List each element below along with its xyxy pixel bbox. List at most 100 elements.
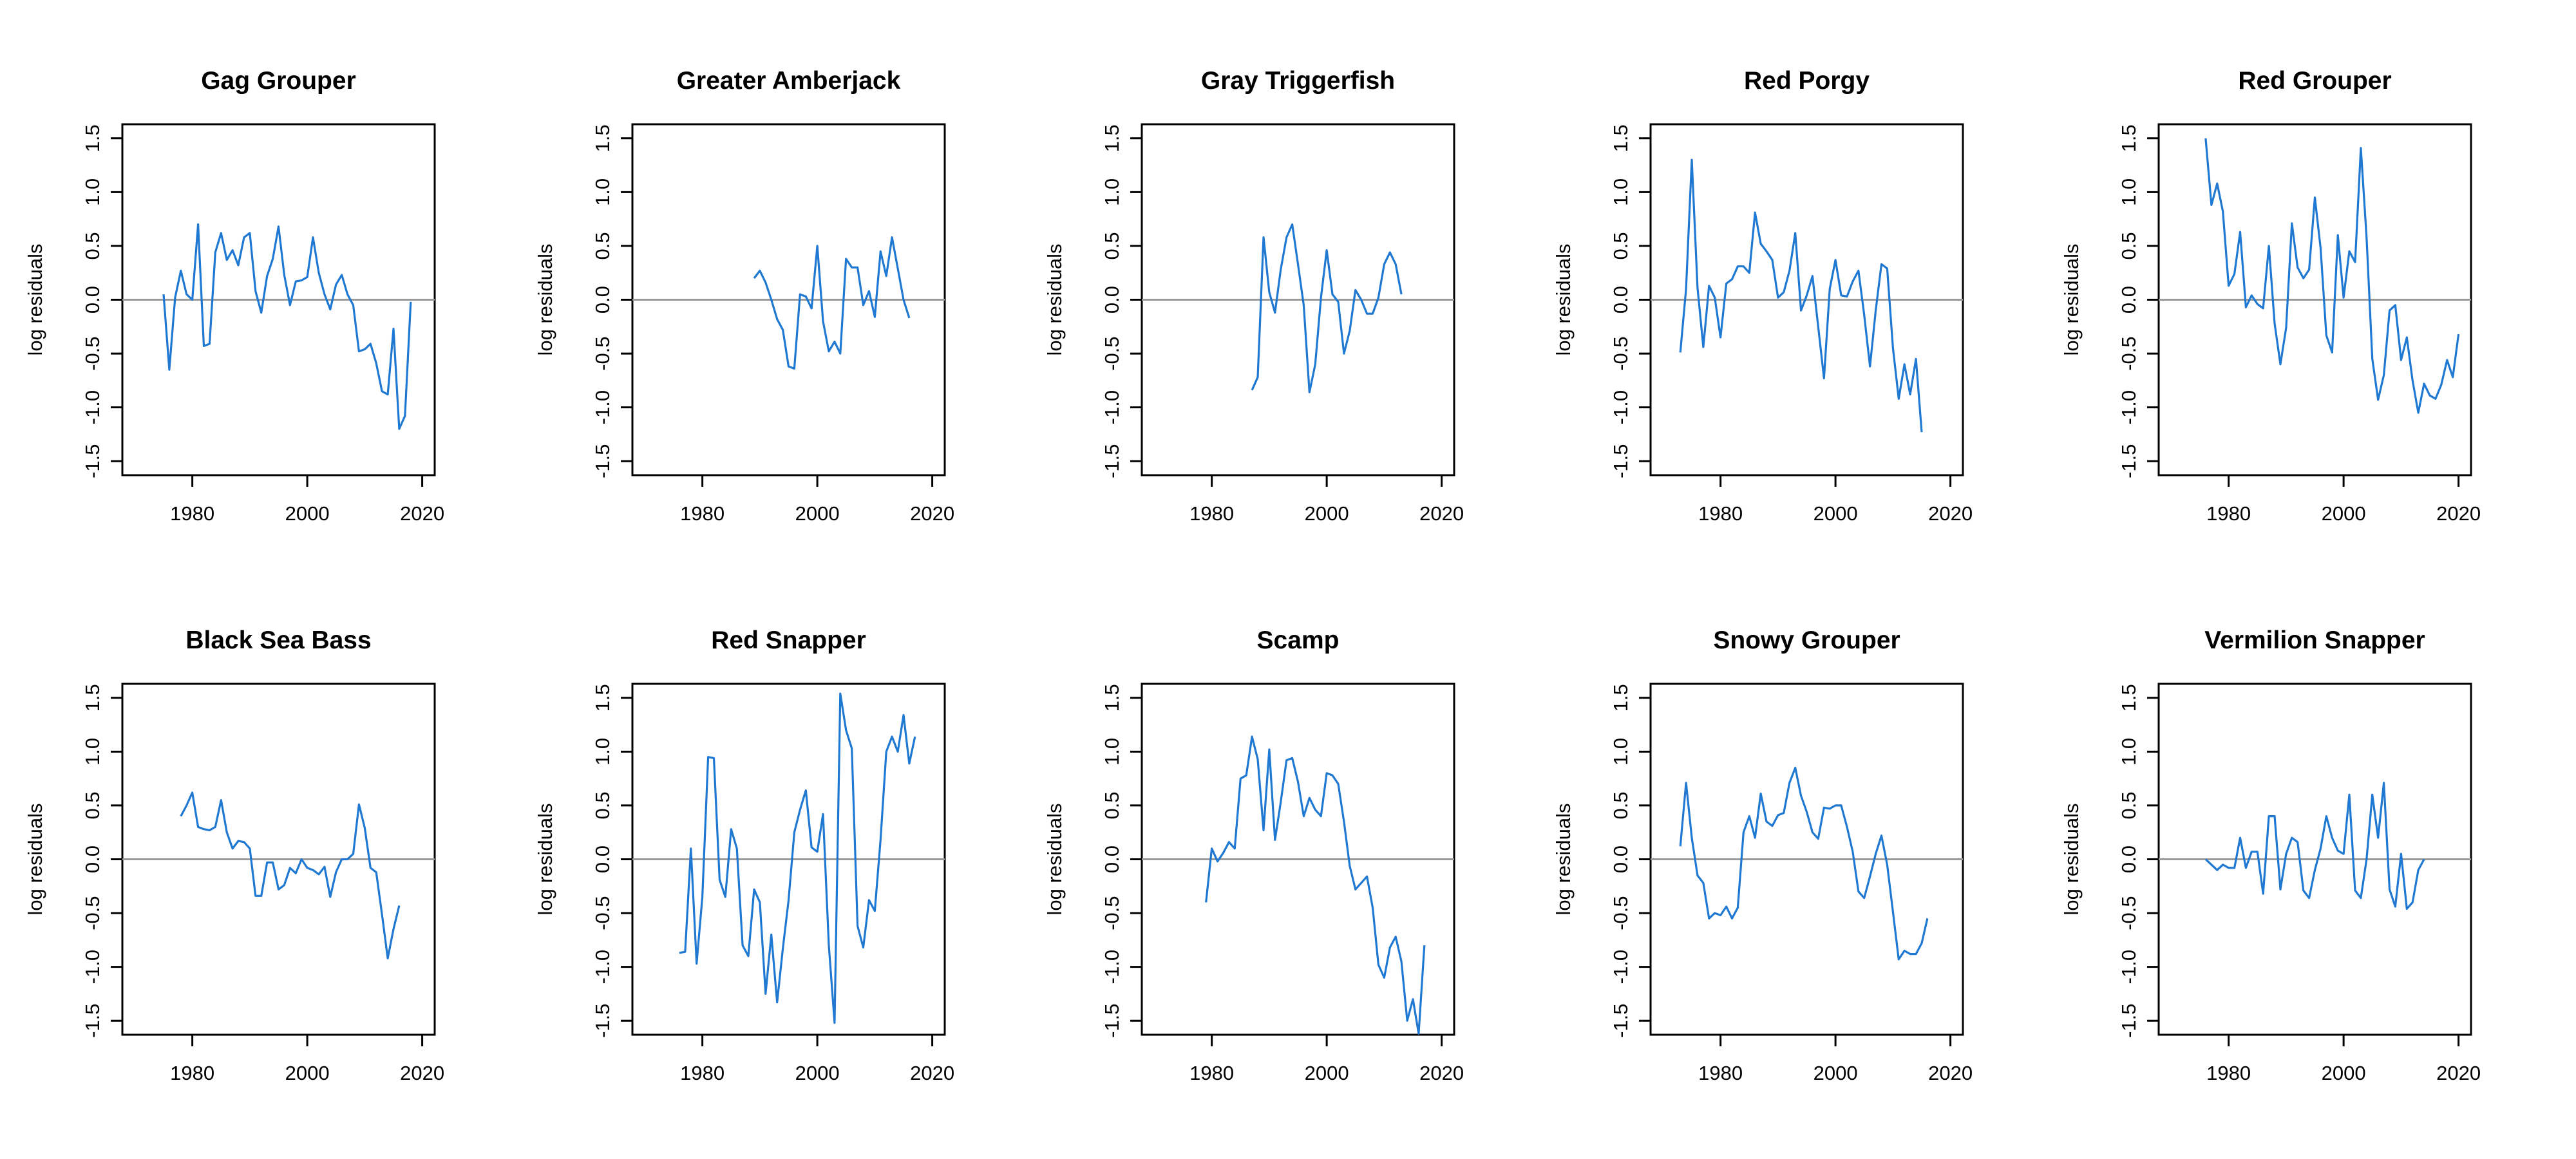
- y-axis-label: log residuals: [24, 803, 46, 915]
- y-axis-label: log residuals: [2060, 243, 2083, 355]
- x-tick-label: 1980: [170, 502, 214, 525]
- y-tick-label: 1.0: [1101, 738, 1123, 766]
- x-tick-label: 2020: [2436, 1062, 2481, 1084]
- y-tick-label: 1.5: [1609, 124, 1632, 152]
- panel-title: Black Sea Bass: [185, 627, 371, 654]
- panel-title: Red Grouper: [2238, 67, 2391, 95]
- x-tick-label: 2020: [400, 1062, 444, 1084]
- y-tick-label: 0.5: [2117, 232, 2140, 259]
- y-tick-label: 1.5: [1101, 684, 1123, 711]
- series-line: [1679, 158, 1923, 433]
- y-tick-label: 0.0: [1609, 286, 1632, 314]
- y-tick-label: 0.0: [81, 286, 104, 314]
- series-line: [2204, 138, 2460, 414]
- y-tick-label: -1.0: [591, 950, 614, 984]
- y-tick-label: 1.0: [2117, 738, 2140, 766]
- x-tick-label: 2020: [1928, 502, 1973, 525]
- y-axis-label: log residuals: [534, 243, 556, 355]
- x-tick-label: 2000: [285, 502, 330, 525]
- y-tick-label: 1.5: [2117, 124, 2140, 152]
- y-tick-label: -1.5: [1101, 1003, 1123, 1037]
- y-tick-label: 1.5: [81, 684, 104, 711]
- y-tick-label: 1.0: [2117, 178, 2140, 206]
- chart-panel: Red Grouper 1980 2000 2020 -1.5 -1.0 -0.5 0.0 0.…: [2060, 67, 2481, 525]
- y-tick-label: -1.5: [1609, 1003, 1632, 1037]
- x-tick-label: 1980: [680, 502, 724, 525]
- y-tick-label: 1.5: [2117, 684, 2140, 711]
- x-tick-label: 2000: [1814, 1062, 1858, 1084]
- panel-title: Vermilion Snapper: [2204, 627, 2425, 654]
- x-tick-label: 1980: [1189, 1062, 1234, 1084]
- y-tick-label: 0.0: [1101, 286, 1123, 314]
- chart-panel: Red Snapper 1980 2000 2020 -1.5 -1.0 -0.5 0.0 0.…: [534, 627, 954, 1084]
- y-tick-label: -0.5: [1609, 336, 1632, 370]
- panel-title: Snowy Grouper: [1713, 627, 1900, 654]
- y-axis-label: log residuals: [534, 803, 556, 915]
- x-tick-label: 2020: [910, 502, 954, 525]
- y-tick-label: 0.0: [81, 845, 104, 873]
- y-tick-label: -1.5: [81, 1003, 104, 1037]
- series-line: [162, 223, 412, 430]
- y-tick-label: -1.0: [1101, 950, 1123, 984]
- y-tick-label: -0.5: [1609, 896, 1632, 930]
- y-axis-label: log residuals: [1552, 803, 1575, 915]
- panel-title: Gag Grouper: [201, 67, 356, 95]
- y-tick-label: 0.0: [1101, 845, 1123, 873]
- y-tick-label: -1.5: [591, 1003, 614, 1037]
- y-tick-label: -0.5: [591, 336, 614, 370]
- y-tick-label: 0.5: [1609, 791, 1632, 819]
- y-tick-label: 1.0: [1101, 178, 1123, 206]
- y-tick-label: 0.5: [81, 791, 104, 819]
- x-tick-label: 2000: [1305, 1062, 1349, 1084]
- y-tick-label: -0.5: [1101, 896, 1123, 930]
- y-tick-label: 0.5: [1101, 791, 1123, 819]
- panel-title: Red Porgy: [1744, 67, 1870, 95]
- y-axis-label: log residuals: [1552, 243, 1575, 355]
- y-tick-label: -1.0: [2117, 950, 2140, 984]
- y-axis-label: log residuals: [1043, 803, 1066, 915]
- x-tick-label: 1980: [680, 1062, 724, 1084]
- x-tick-label: 2020: [2436, 502, 2481, 525]
- x-tick-label: 2000: [1814, 502, 1858, 525]
- y-tick-label: 0.5: [81, 232, 104, 259]
- y-tick-label: 0.5: [591, 791, 614, 819]
- y-tick-label: 1.0: [1609, 178, 1632, 206]
- y-tick-label: -0.5: [81, 336, 104, 370]
- series-line: [753, 236, 911, 370]
- y-tick-label: -1.0: [1609, 390, 1632, 424]
- y-tick-label: 1.0: [1609, 738, 1632, 766]
- x-tick-label: 1980: [1698, 1062, 1743, 1084]
- y-tick-label: -1.5: [591, 444, 614, 478]
- chart-panel: Black Sea Bass 1980 2000 2020 -1.5 -1.0 -0.5 0.…: [24, 627, 444, 1084]
- x-tick-label: 1980: [170, 1062, 214, 1084]
- y-tick-label: -0.5: [81, 896, 104, 930]
- y-tick-label: -1.5: [2117, 1003, 2140, 1037]
- y-tick-label: -0.5: [591, 896, 614, 930]
- series-line: [2204, 782, 2425, 910]
- y-tick-label: -1.5: [2117, 444, 2140, 478]
- x-tick-label: 1980: [1189, 502, 1234, 525]
- y-tick-label: 1.5: [591, 684, 614, 711]
- y-axis-label: log residuals: [24, 243, 46, 355]
- chart-panel: Gag Grouper 1980 2000 2020 -1.5 -1.0 -0.5 0.0 0.…: [24, 67, 444, 525]
- y-tick-label: -1.5: [81, 444, 104, 478]
- y-axis-label: log residuals: [2060, 803, 2083, 915]
- y-tick-label: 0.0: [2117, 286, 2140, 314]
- series-line: [1679, 766, 1929, 961]
- y-tick-label: 0.5: [1101, 232, 1123, 259]
- y-tick-label: 1.5: [591, 124, 614, 152]
- chart-panel: Snowy Grouper 1980 2000 2020 -1.5 -1.0 -0.5 0.0…: [1552, 627, 1973, 1084]
- x-tick-label: 2020: [1419, 502, 1464, 525]
- y-tick-label: 0.0: [591, 845, 614, 873]
- x-tick-label: 2000: [2322, 502, 2366, 525]
- x-tick-label: 2020: [910, 1062, 954, 1084]
- y-tick-label: 0.5: [2117, 791, 2140, 819]
- y-tick-label: 0.5: [1609, 232, 1632, 259]
- series-line: [180, 791, 401, 959]
- y-tick-label: 0.0: [2117, 845, 2140, 873]
- y-tick-label: 1.5: [1101, 124, 1123, 152]
- y-tick-label: -1.5: [1101, 444, 1123, 478]
- y-tick-label: 0.0: [1609, 845, 1632, 873]
- chart-panel: Gray Triggerfish 1980 2000 2020 -1.5 -1.0 -0.5…: [1043, 67, 1464, 525]
- x-tick-label: 1980: [2206, 1062, 2251, 1084]
